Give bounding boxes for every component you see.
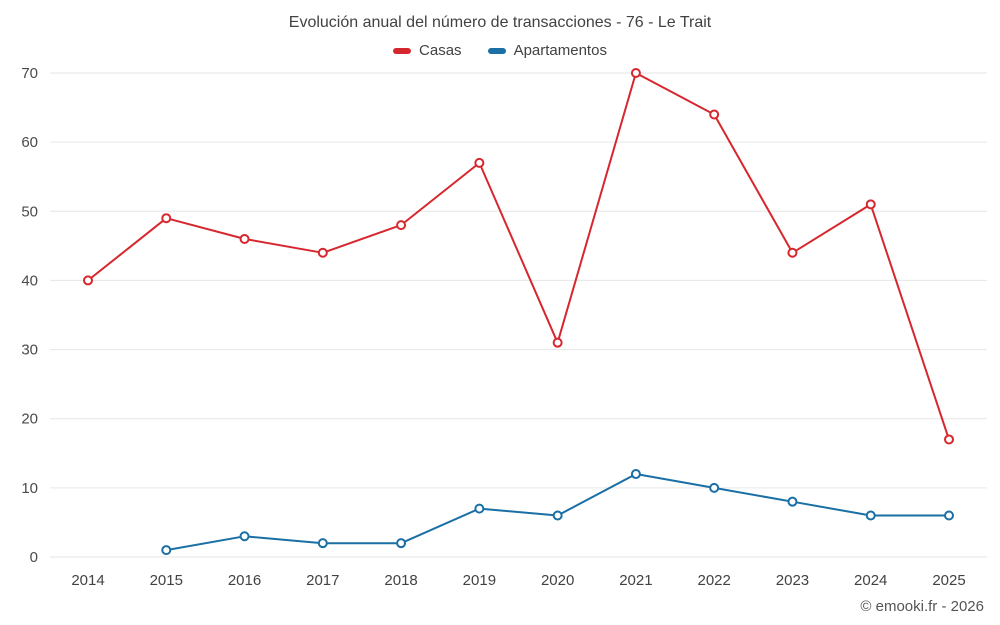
- data-point-apartamentos[interactable]: [787, 496, 798, 507]
- x-tick-label: 2019: [463, 572, 496, 589]
- y-tick-label: 10: [21, 480, 38, 497]
- x-tick-label: 2024: [854, 572, 887, 589]
- legend-label-casas: Casas: [419, 42, 462, 59]
- y-tick-label: 20: [21, 411, 38, 428]
- data-point-casas[interactable]: [709, 109, 720, 120]
- x-tick-label: 2015: [150, 572, 183, 589]
- data-point-apartamentos[interactable]: [161, 545, 172, 556]
- data-point-apartamentos[interactable]: [630, 469, 641, 480]
- x-tick-label: 2020: [541, 572, 574, 589]
- x-tick-label: 2022: [697, 572, 730, 589]
- data-point-casas[interactable]: [865, 199, 876, 210]
- chart-legend: Casas Apartamentos: [0, 42, 1000, 59]
- x-tick-label: 2017: [306, 572, 339, 589]
- legend-label-apartamentos: Apartamentos: [513, 42, 607, 59]
- x-tick-label: 2025: [932, 572, 965, 589]
- data-point-apartamentos[interactable]: [709, 482, 720, 493]
- x-tick-label: 2014: [71, 572, 104, 589]
- y-tick-label: 40: [21, 272, 38, 289]
- y-tick-label: 50: [21, 203, 38, 220]
- series-line-casas: [87, 72, 950, 441]
- data-point-apartamentos[interactable]: [865, 510, 876, 521]
- data-point-casas[interactable]: [944, 434, 954, 445]
- y-tick-label: 70: [21, 65, 38, 82]
- data-point-apartamentos[interactable]: [396, 538, 407, 549]
- legend-item-apartamentos[interactable]: Apartamentos: [487, 42, 607, 59]
- data-point-casas[interactable]: [317, 247, 328, 258]
- y-tick-label: 0: [30, 549, 38, 566]
- y-tick-label: 30: [21, 342, 38, 359]
- data-point-apartamentos[interactable]: [317, 538, 328, 549]
- data-point-apartamentos[interactable]: [474, 503, 485, 514]
- data-point-casas[interactable]: [474, 157, 485, 168]
- x-tick-label: 2021: [619, 572, 652, 589]
- data-point-apartamentos[interactable]: [944, 510, 954, 521]
- data-point-casas[interactable]: [552, 337, 563, 348]
- data-point-casas[interactable]: [83, 275, 93, 286]
- data-point-casas[interactable]: [396, 220, 407, 231]
- x-tick-label: 2016: [228, 572, 261, 589]
- data-point-apartamentos[interactable]: [239, 531, 250, 542]
- casas-color-swatch: [393, 47, 412, 54]
- apartamentos-color-swatch: [487, 47, 506, 54]
- x-tick-label: 2018: [384, 572, 417, 589]
- data-point-casas[interactable]: [630, 68, 641, 78]
- data-point-casas[interactable]: [161, 213, 172, 224]
- footer-credit: © emooki.fr - 2026: [860, 598, 984, 615]
- data-point-casas[interactable]: [239, 233, 250, 244]
- y-tick-label: 60: [21, 134, 38, 151]
- data-point-apartamentos[interactable]: [552, 510, 563, 521]
- x-tick-label: 2023: [776, 572, 809, 589]
- data-point-casas[interactable]: [787, 247, 798, 258]
- legend-item-casas[interactable]: Casas: [393, 42, 462, 59]
- chart-title: Evolución anual del número de transaccio…: [288, 14, 712, 31]
